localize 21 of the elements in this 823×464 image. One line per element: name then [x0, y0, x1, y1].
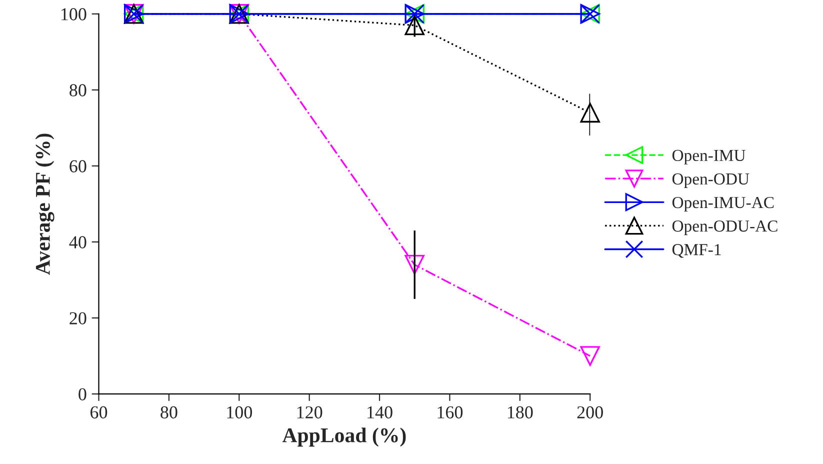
- y-tick-label: 20: [70, 312, 86, 324]
- x-tick-label: 160: [438, 406, 463, 418]
- legend-label: QMF-1: [672, 244, 721, 258]
- x-axis-title: AppLoad (%): [282, 428, 406, 447]
- y-tick-label: 80: [70, 84, 86, 96]
- y-tick-label: 60: [70, 160, 86, 172]
- y-tick-label: 0: [78, 388, 86, 400]
- legend-label: Open-IMU: [672, 150, 746, 164]
- x-tick-label: 180: [508, 406, 533, 418]
- legend-label: Open-ODU: [672, 173, 750, 188]
- legend-label: Open-IMU-AC: [672, 196, 774, 212]
- x-tick-label: 140: [368, 406, 392, 418]
- x-tick-label: 80: [160, 406, 178, 418]
- x-tick-label: 200: [577, 406, 603, 418]
- x-tick-label: 100: [227, 406, 252, 418]
- y-tick-label: 100: [61, 8, 86, 20]
- legend-label: Open-ODU-AC: [672, 220, 778, 236]
- y-axis-title: Average PF (%): [35, 134, 54, 275]
- x-tick-label: 120: [297, 406, 322, 418]
- y-tick-label: 40: [69, 236, 86, 248]
- x-tick-label: 60: [90, 406, 108, 418]
